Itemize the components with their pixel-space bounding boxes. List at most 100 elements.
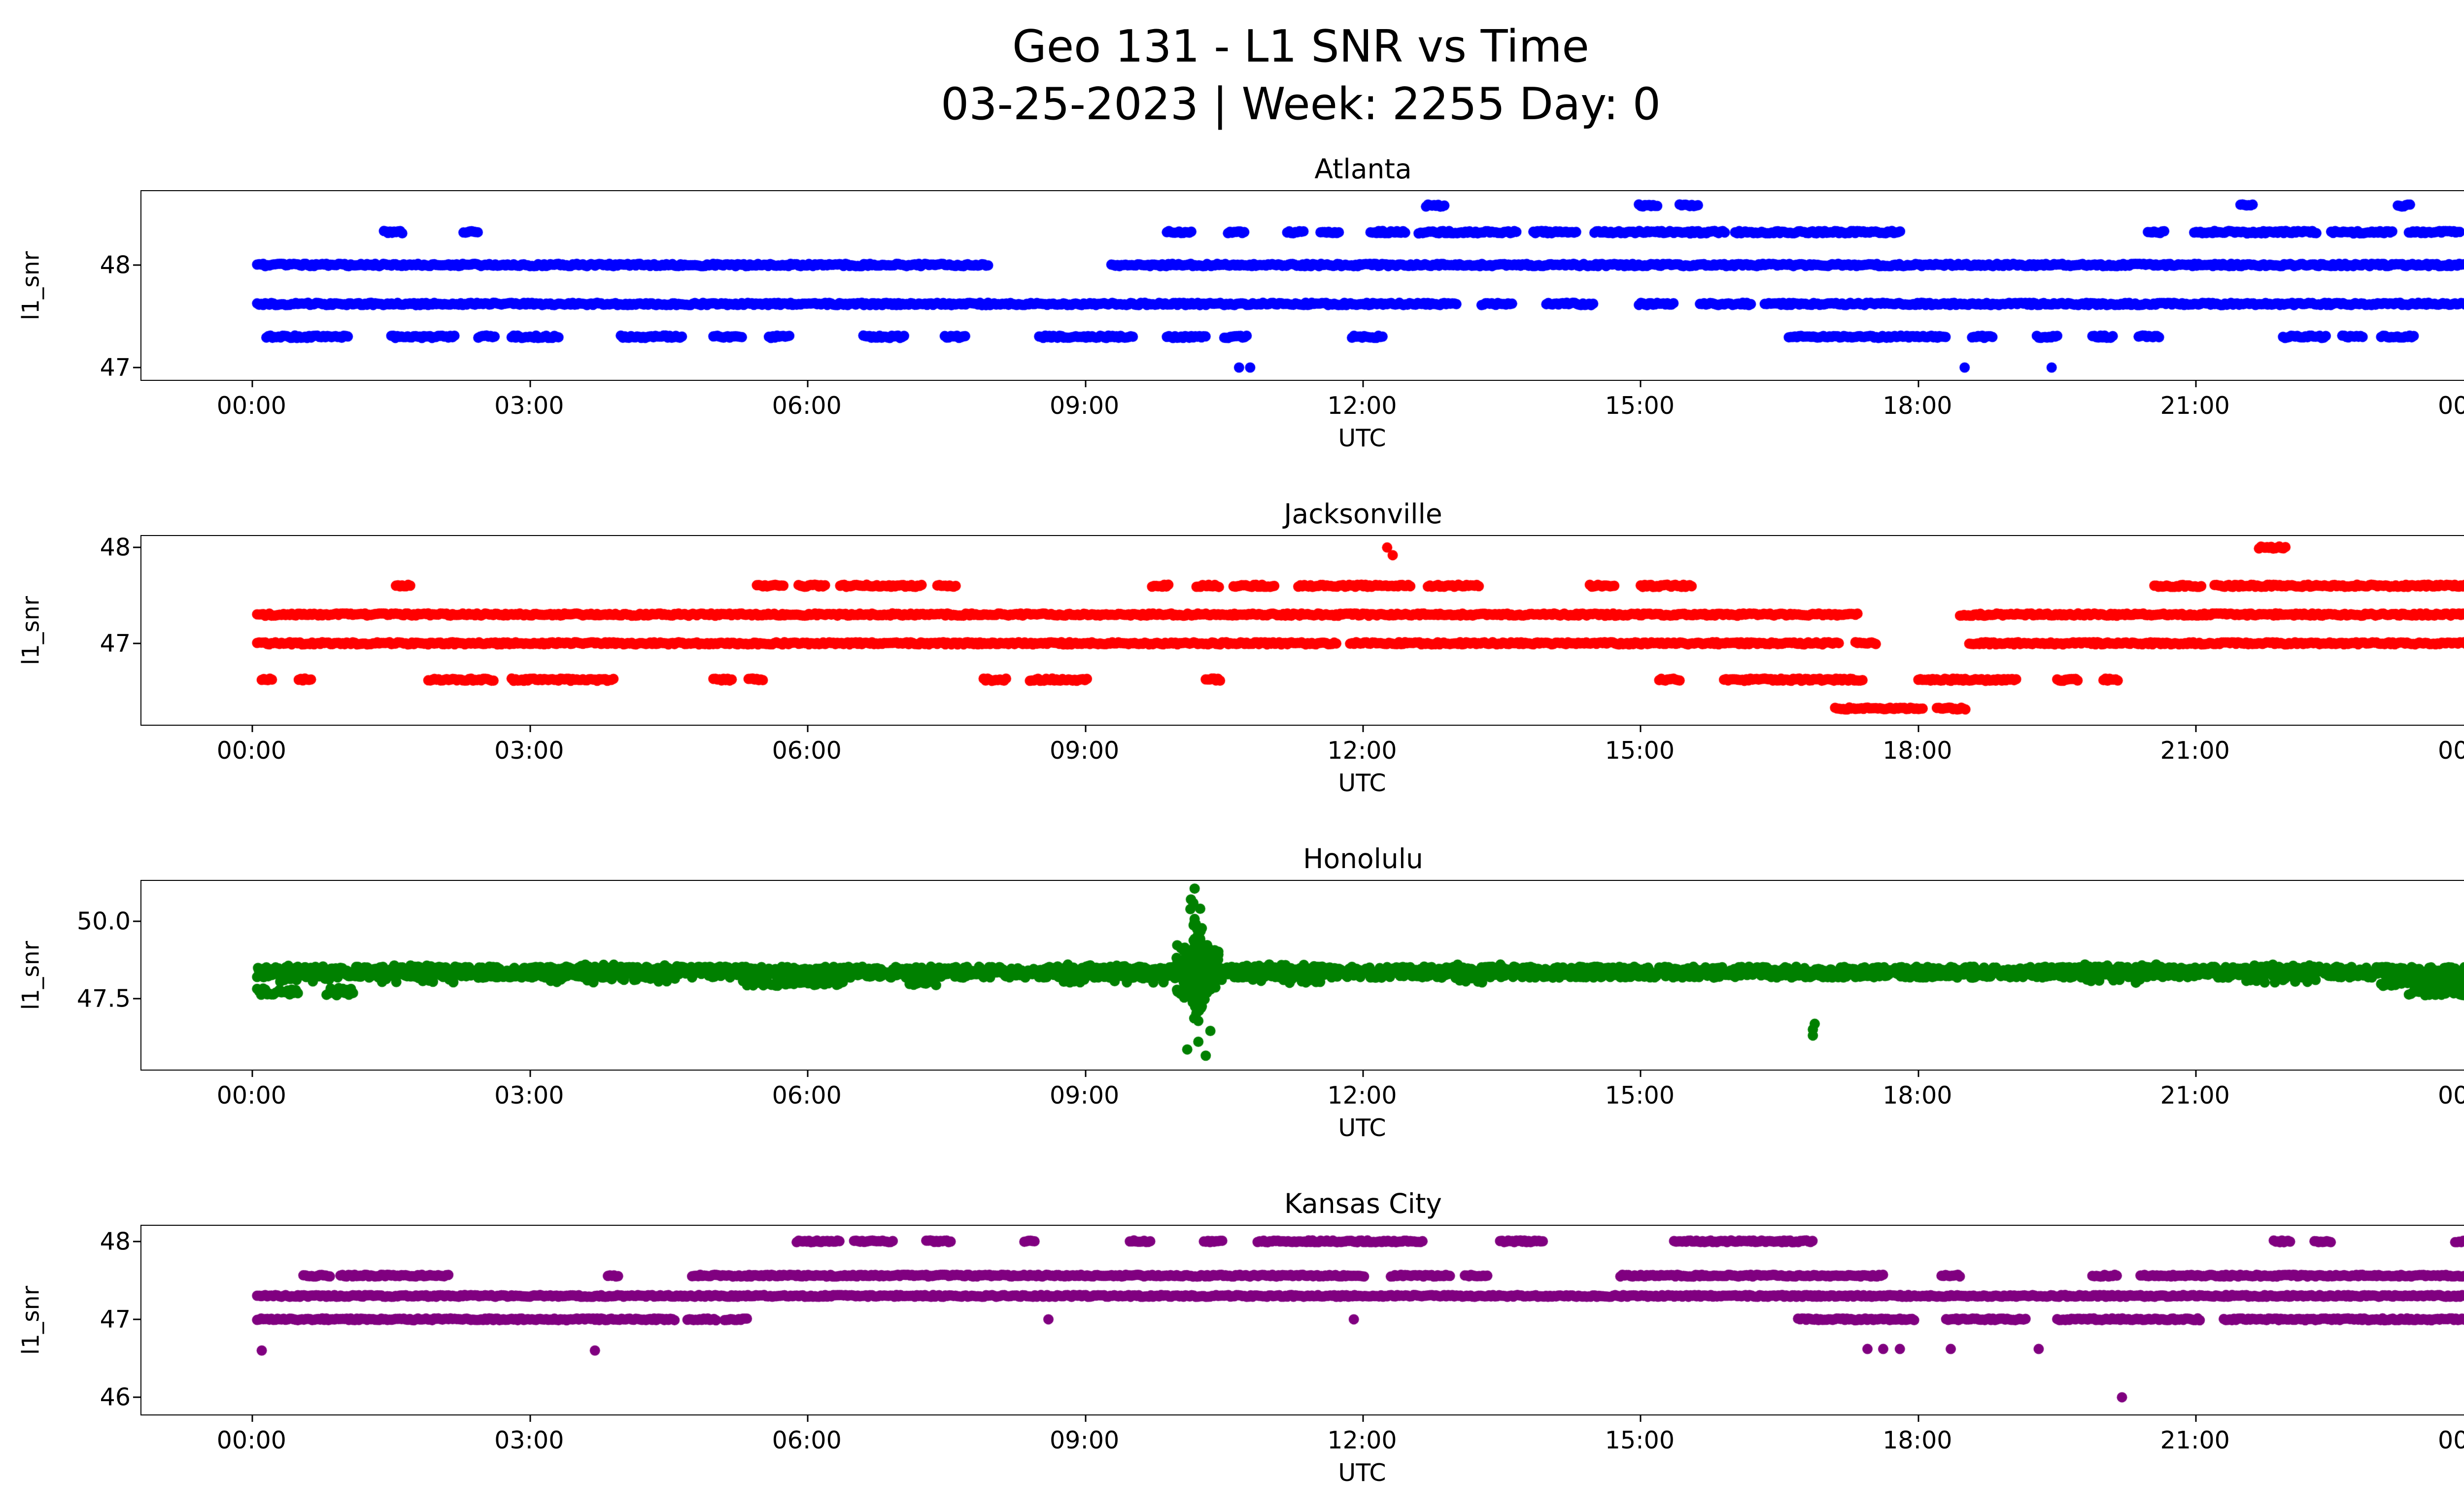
x-axis-label: UTC xyxy=(1338,424,1386,452)
x-tick-label: 00:00 xyxy=(2438,737,2464,765)
scatter-canvas-atlanta xyxy=(141,191,2464,380)
x-tick-mark xyxy=(1917,725,1919,732)
plot-area-honolulu: l1_snr 47.5 50.0 xyxy=(18,880,2464,1077)
x-tick-mark xyxy=(1640,725,1642,732)
x-tick-mark xyxy=(1362,380,1364,387)
y-tick-label: 47.5 xyxy=(76,984,131,1013)
x-tick-mark xyxy=(807,1414,809,1422)
x-tick-label: 21:00 xyxy=(2160,737,2230,765)
y-tick-mark xyxy=(133,998,140,1000)
x-tick-label: 12:00 xyxy=(1327,392,1397,420)
x-tick-label: 18:00 xyxy=(1882,1081,1952,1109)
x-axis-tick-labels: 00:00 03:00 06:00 09:00 12:00 15:00 18:00 21:00… xyxy=(140,737,2464,766)
y-tick-label: 47 xyxy=(100,629,131,658)
x-axis-label: UTC xyxy=(1338,1459,1386,1487)
x-tick-mark xyxy=(1085,380,1087,387)
x-tick-label: 00:00 xyxy=(2438,1426,2464,1454)
x-tick-label: 00:00 xyxy=(2438,392,2464,420)
y-tick-label: 50.0 xyxy=(76,907,131,936)
scatter-canvas-kansas-city xyxy=(141,1226,2464,1414)
plot-area-kansas-city: l1_snr 46 47 48 xyxy=(18,1225,2464,1422)
subplot-title-atlanta: Atlanta xyxy=(1314,153,1412,185)
x-tick-mark xyxy=(2195,725,2197,732)
x-tick-label: 12:00 xyxy=(1327,1081,1397,1109)
y-tick-label: 47 xyxy=(100,353,131,382)
scatter-canvas-honolulu xyxy=(141,881,2464,1070)
x-tick-mark xyxy=(529,1070,531,1077)
y-tick-mark xyxy=(133,642,140,644)
y-tick-label: 46 xyxy=(100,1383,131,1411)
y-tick-label: 48 xyxy=(100,533,131,562)
x-tick-mark xyxy=(1640,380,1642,387)
x-tick-mark xyxy=(1085,1070,1087,1077)
x-tick-label: 03:00 xyxy=(494,392,564,420)
x-tick-label: 09:00 xyxy=(1049,1081,1120,1109)
y-tick-mark xyxy=(133,1396,140,1398)
x-tick-mark xyxy=(1362,1070,1364,1077)
subplot-title-kansas-city: Kansas City xyxy=(1284,1188,1442,1219)
x-tick-mark xyxy=(1917,380,1919,387)
x-tick-label: 06:00 xyxy=(772,392,842,420)
x-tick-mark xyxy=(2195,380,2197,387)
x-tick-label: 21:00 xyxy=(2160,392,2230,420)
y-axis-label: l1_snr xyxy=(17,941,45,1010)
x-tick-label: 03:00 xyxy=(494,1426,564,1454)
x-tick-label: 00:00 xyxy=(2438,1081,2464,1109)
subplot-atlanta: Atlanta l1_snr 47 48 00:00 03:00 06:00 09:00… xyxy=(0,153,2464,454)
x-tick-label: 18:00 xyxy=(1882,1426,1952,1454)
x-tick-label: 09:00 xyxy=(1049,737,1120,765)
x-axis-label: UTC xyxy=(1338,769,1386,797)
plot-area-jacksonville: l1_snr 47 48 xyxy=(18,534,2464,732)
x-tick-mark xyxy=(1362,1414,1364,1422)
x-tick-mark xyxy=(251,1070,253,1077)
subplot-title-honolulu: Honolulu xyxy=(1303,843,1423,874)
x-tick-label: 06:00 xyxy=(772,1081,842,1109)
x-tick-label: 09:00 xyxy=(1049,1426,1120,1454)
figure-subtitle: 03-25-2023 | Week: 2255 Day: 0 xyxy=(940,78,1661,130)
x-tick-mark xyxy=(251,1414,253,1422)
y-tick-mark xyxy=(133,1241,140,1243)
x-tick-label: 00:00 xyxy=(216,392,286,420)
x-tick-mark xyxy=(1085,725,1087,732)
x-tick-label: 18:00 xyxy=(1882,737,1952,765)
x-tick-mark xyxy=(1917,1414,1919,1422)
subplot-kansas-city: Kansas City l1_snr 46 47 48 00:00 03:00 06:0… xyxy=(0,1187,2464,1489)
x-tick-mark xyxy=(807,725,809,732)
x-tick-label: 06:00 xyxy=(772,1426,842,1454)
x-tick-mark xyxy=(529,725,531,732)
x-tick-label: 12:00 xyxy=(1327,1426,1397,1454)
x-tick-mark xyxy=(807,1070,809,1077)
x-tick-label: 18:00 xyxy=(1882,392,1952,420)
figure-title: Geo 131 - L1 SNR vs Time xyxy=(1012,21,1589,72)
plot-area-atlanta: l1_snr 47 48 xyxy=(18,190,2464,387)
x-tick-mark xyxy=(2195,1070,2197,1077)
y-tick-mark xyxy=(133,920,140,922)
x-tick-label: 15:00 xyxy=(1605,1081,1675,1109)
x-tick-mark xyxy=(529,1414,531,1422)
x-axis-tick-labels: 00:00 03:00 06:00 09:00 12:00 15:00 18:00 21:00… xyxy=(140,1426,2464,1456)
subplot-title-jacksonville: Jacksonville xyxy=(1284,498,1442,530)
x-tick-mark xyxy=(1640,1414,1642,1422)
x-tick-label: 21:00 xyxy=(2160,1426,2230,1454)
scatter-canvas-jacksonville xyxy=(141,536,2464,725)
subplot-honolulu: Honolulu l1_snr 47.5 50.0 00:00 03:00 06:00… xyxy=(0,842,2464,1144)
x-tick-mark xyxy=(1917,1070,1919,1077)
x-axis-tick-labels: 00:00 03:00 06:00 09:00 12:00 15:00 18:00 21:00… xyxy=(140,392,2464,421)
x-tick-mark xyxy=(807,380,809,387)
x-tick-label: 00:00 xyxy=(216,1081,286,1109)
x-tick-mark xyxy=(1640,1070,1642,1077)
y-tick-label: 48 xyxy=(100,251,131,279)
y-axis-label: l1_snr xyxy=(17,596,45,665)
x-tick-label: 03:00 xyxy=(494,1081,564,1109)
x-tick-label: 00:00 xyxy=(216,1426,286,1454)
x-tick-label: 03:00 xyxy=(494,737,564,765)
x-tick-label: 00:00 xyxy=(216,737,286,765)
subplot-jacksonville: Jacksonville l1_snr 47 48 00:00 03:00 06:00… xyxy=(0,498,2464,799)
y-tick-mark xyxy=(133,1318,140,1320)
y-tick-mark xyxy=(133,367,140,369)
x-tick-mark xyxy=(1362,725,1364,732)
x-tick-mark xyxy=(1085,1414,1087,1422)
x-tick-mark xyxy=(2195,1414,2197,1422)
x-tick-label: 15:00 xyxy=(1605,392,1675,420)
